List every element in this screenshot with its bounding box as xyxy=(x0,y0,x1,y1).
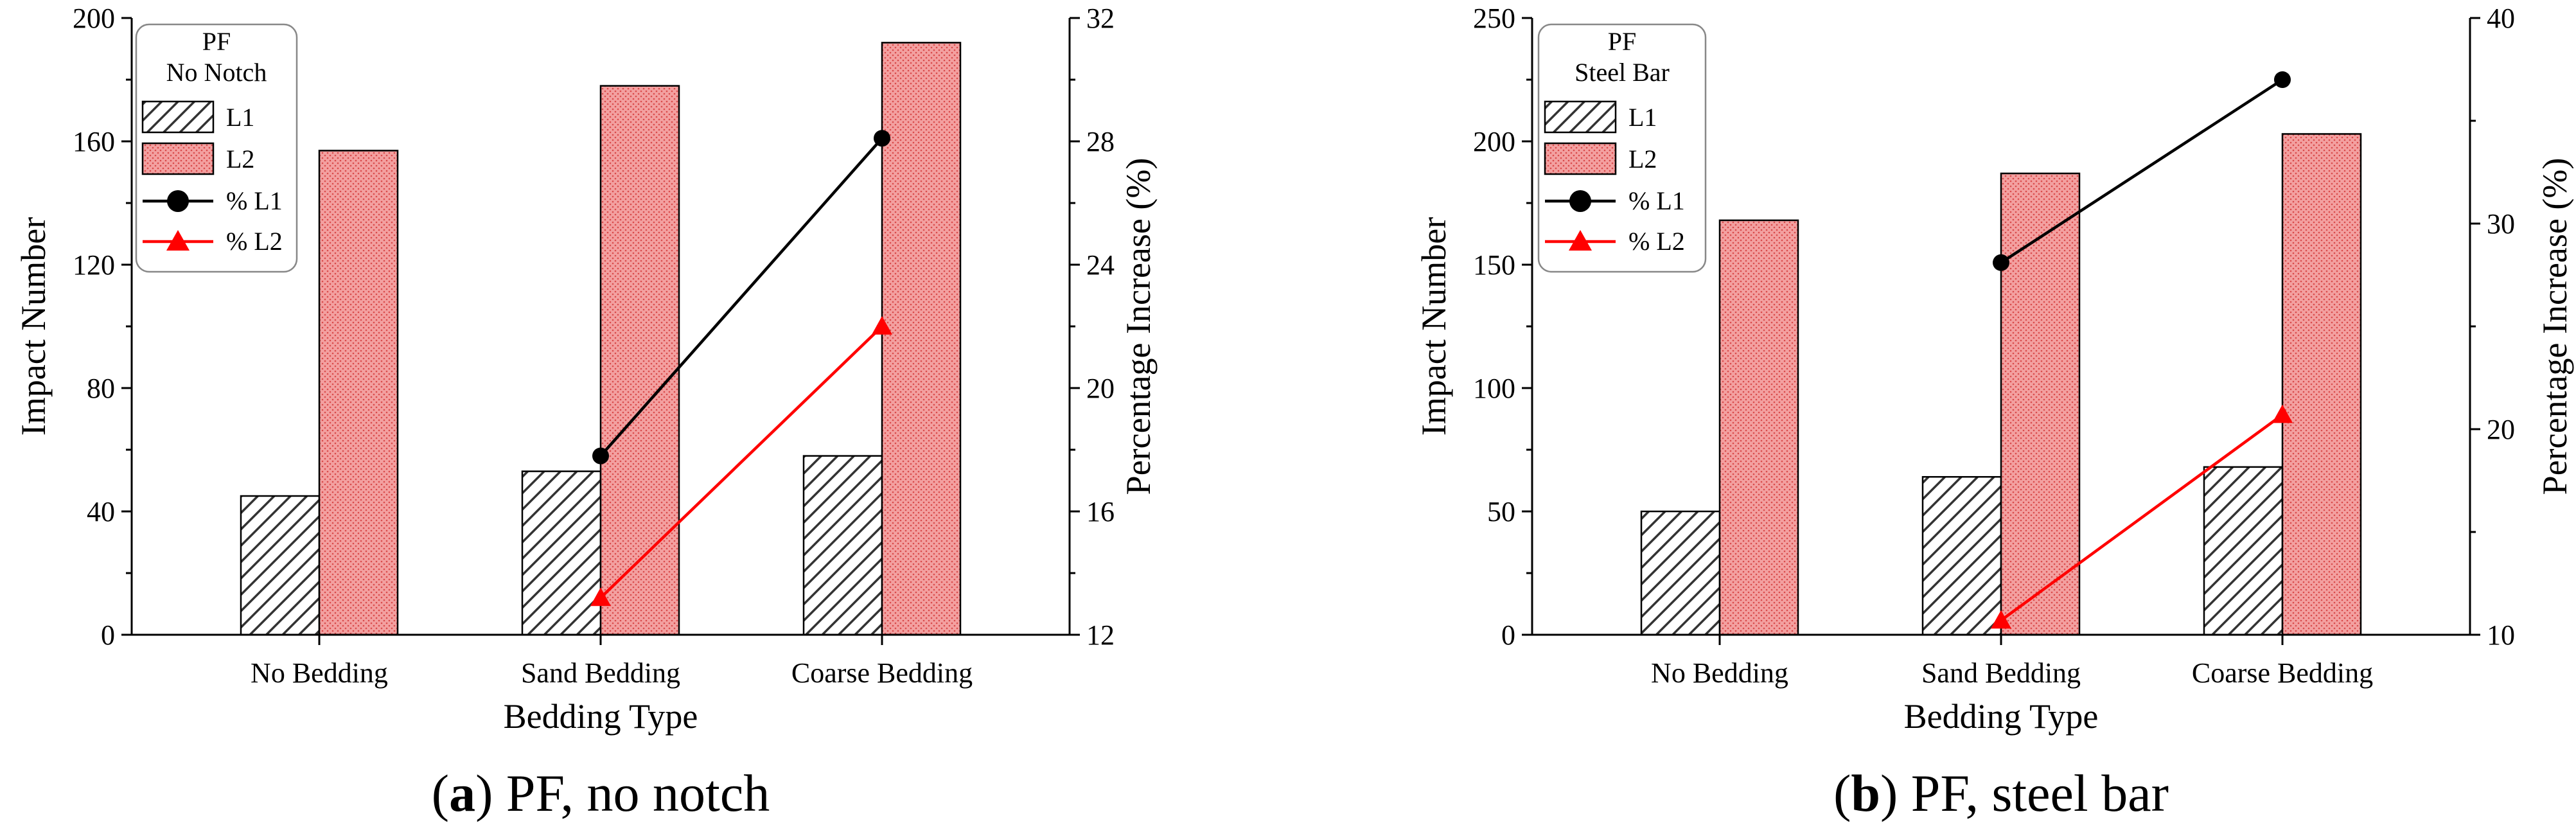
y2-tick-label: 32 xyxy=(1086,3,1115,34)
legend-label-pct-l1: % L1 xyxy=(1628,186,1685,215)
x-axis-title: Bedding Type xyxy=(1904,697,2099,736)
legend-marker-pct-l1 xyxy=(167,190,189,212)
y-axis-title: Impact Number xyxy=(1415,217,1453,436)
line-pct-l2 xyxy=(599,325,883,599)
y-axis-title: Impact Number xyxy=(14,217,53,436)
legend-marker-pct-l2 xyxy=(166,230,190,251)
y2-tick-label: 30 xyxy=(2487,208,2515,240)
marker-pct-l2 xyxy=(2272,404,2293,423)
legend-swatch-l1 xyxy=(1544,100,1617,134)
marker-pct-l2 xyxy=(872,316,892,335)
caption-open-paren: ( xyxy=(1833,764,1851,822)
category-label: No Bedding xyxy=(251,657,388,689)
chart-panel-a: 0 40 80 120 160 200 12 16 20 24 28 32 No Bedding Sand… xyxy=(14,3,1158,822)
y2-tick-label: 16 xyxy=(1086,496,1115,527)
bar-l2-2 xyxy=(599,85,680,636)
y2-axis-title: Percentage Increase (%) xyxy=(1119,158,1158,495)
y-tick-label: 0 xyxy=(1501,619,1515,651)
y2-tick-label: 28 xyxy=(1086,126,1115,157)
bar-l1-3 xyxy=(802,455,883,636)
bar-l2-1 xyxy=(318,150,399,636)
y2-tick-label: 20 xyxy=(2487,414,2515,445)
caption-open-paren: ( xyxy=(432,764,449,822)
legend-marker-pct-l1 xyxy=(1569,190,1591,212)
legend-title: PF xyxy=(1608,27,1637,56)
marker-pct-l1 xyxy=(2274,71,2291,88)
bar-l1-3 xyxy=(2203,466,2284,636)
legend-title: No Notch xyxy=(166,58,267,87)
y2-tick-label: 40 xyxy=(2487,3,2515,34)
bar-l2-2 xyxy=(2000,172,2081,636)
bar-l2-1 xyxy=(1718,219,1799,636)
figure-caption: (b) PF, steel bar xyxy=(1833,764,2169,822)
y2-tick-label: 24 xyxy=(1086,249,1115,281)
bar-l2-3 xyxy=(2281,133,2362,636)
legend-swatch-l2 xyxy=(1544,142,1617,175)
marker-pct-l1 xyxy=(1993,254,2009,271)
legend-label-l1: L1 xyxy=(226,103,254,132)
y-tick-label: 160 xyxy=(73,126,115,157)
legend-swatch-l1 xyxy=(141,100,215,134)
caption-letter: b xyxy=(1851,764,1880,822)
y-tick-label: 40 xyxy=(87,496,115,527)
line-pct-l2 xyxy=(2000,413,2284,622)
caption-text: PF, no notch xyxy=(493,764,770,822)
legend-label-pct-l1: % L1 xyxy=(226,186,283,215)
y2-tick-label: 20 xyxy=(1086,373,1115,404)
legend-label-l2: L2 xyxy=(1628,145,1657,173)
legend-label-l2: L2 xyxy=(226,145,254,173)
caption-letter: a xyxy=(449,764,475,822)
legend-label-pct-l2: % L2 xyxy=(1628,227,1685,256)
bar-l1-2 xyxy=(1921,475,2002,636)
chart-panel-b: 0 50 100 150 200 250 10 20 30 40 No Bedding Sand Be… xyxy=(1415,3,2574,822)
figure-caption: (a) PF, no notch xyxy=(432,764,770,822)
y-tick-label: 100 xyxy=(1473,373,1515,404)
legend-marker-pct-l2 xyxy=(1569,230,1592,251)
y-tick-label: 200 xyxy=(1473,126,1515,157)
category-label: Sand Bedding xyxy=(521,657,680,689)
caption-text: PF, steel bar xyxy=(1898,764,2169,822)
legend-label-pct-l2: % L2 xyxy=(226,227,283,256)
caption-close-paren: ) xyxy=(475,764,493,822)
x-axis-title: Bedding Type xyxy=(504,697,698,736)
category-label: Coarse Bedding xyxy=(2192,657,2373,689)
line-pct-l1 xyxy=(2000,78,2284,264)
marker-pct-l1 xyxy=(592,447,609,465)
bar-l2-3 xyxy=(881,42,962,636)
legend-swatch-l2 xyxy=(141,142,215,175)
y2-tick-label: 10 xyxy=(2487,619,2515,651)
marker-pct-l2 xyxy=(590,587,611,606)
y-tick-label: 50 xyxy=(1487,496,1515,527)
y-tick-label: 250 xyxy=(1473,3,1515,34)
y-tick-label: 200 xyxy=(73,3,115,34)
marker-pct-l2 xyxy=(1991,610,2011,629)
y2-tick-label: 12 xyxy=(1086,619,1115,651)
category-label: Sand Bedding xyxy=(1921,657,2081,689)
line-pct-l1 xyxy=(599,137,883,457)
bar-l1-2 xyxy=(521,470,602,636)
y-tick-label: 120 xyxy=(73,249,115,281)
category-label: No Bedding xyxy=(1651,657,1788,689)
legend-title: PF xyxy=(202,27,231,56)
legend-title: Steel Bar xyxy=(1575,58,1670,87)
y2-axis-title: Percentage Increase (%) xyxy=(2536,158,2574,495)
caption-close-paren: ) xyxy=(1880,764,1898,822)
y-tick-label: 80 xyxy=(87,373,115,404)
y-tick-label: 150 xyxy=(1473,249,1515,281)
legend-label-l1: L1 xyxy=(1628,103,1657,132)
y-tick-label: 0 xyxy=(101,619,115,651)
bar-l1-1 xyxy=(1640,510,1721,636)
bar-l1-1 xyxy=(240,495,321,636)
category-label: Coarse Bedding xyxy=(791,657,973,689)
marker-pct-l1 xyxy=(874,130,890,147)
